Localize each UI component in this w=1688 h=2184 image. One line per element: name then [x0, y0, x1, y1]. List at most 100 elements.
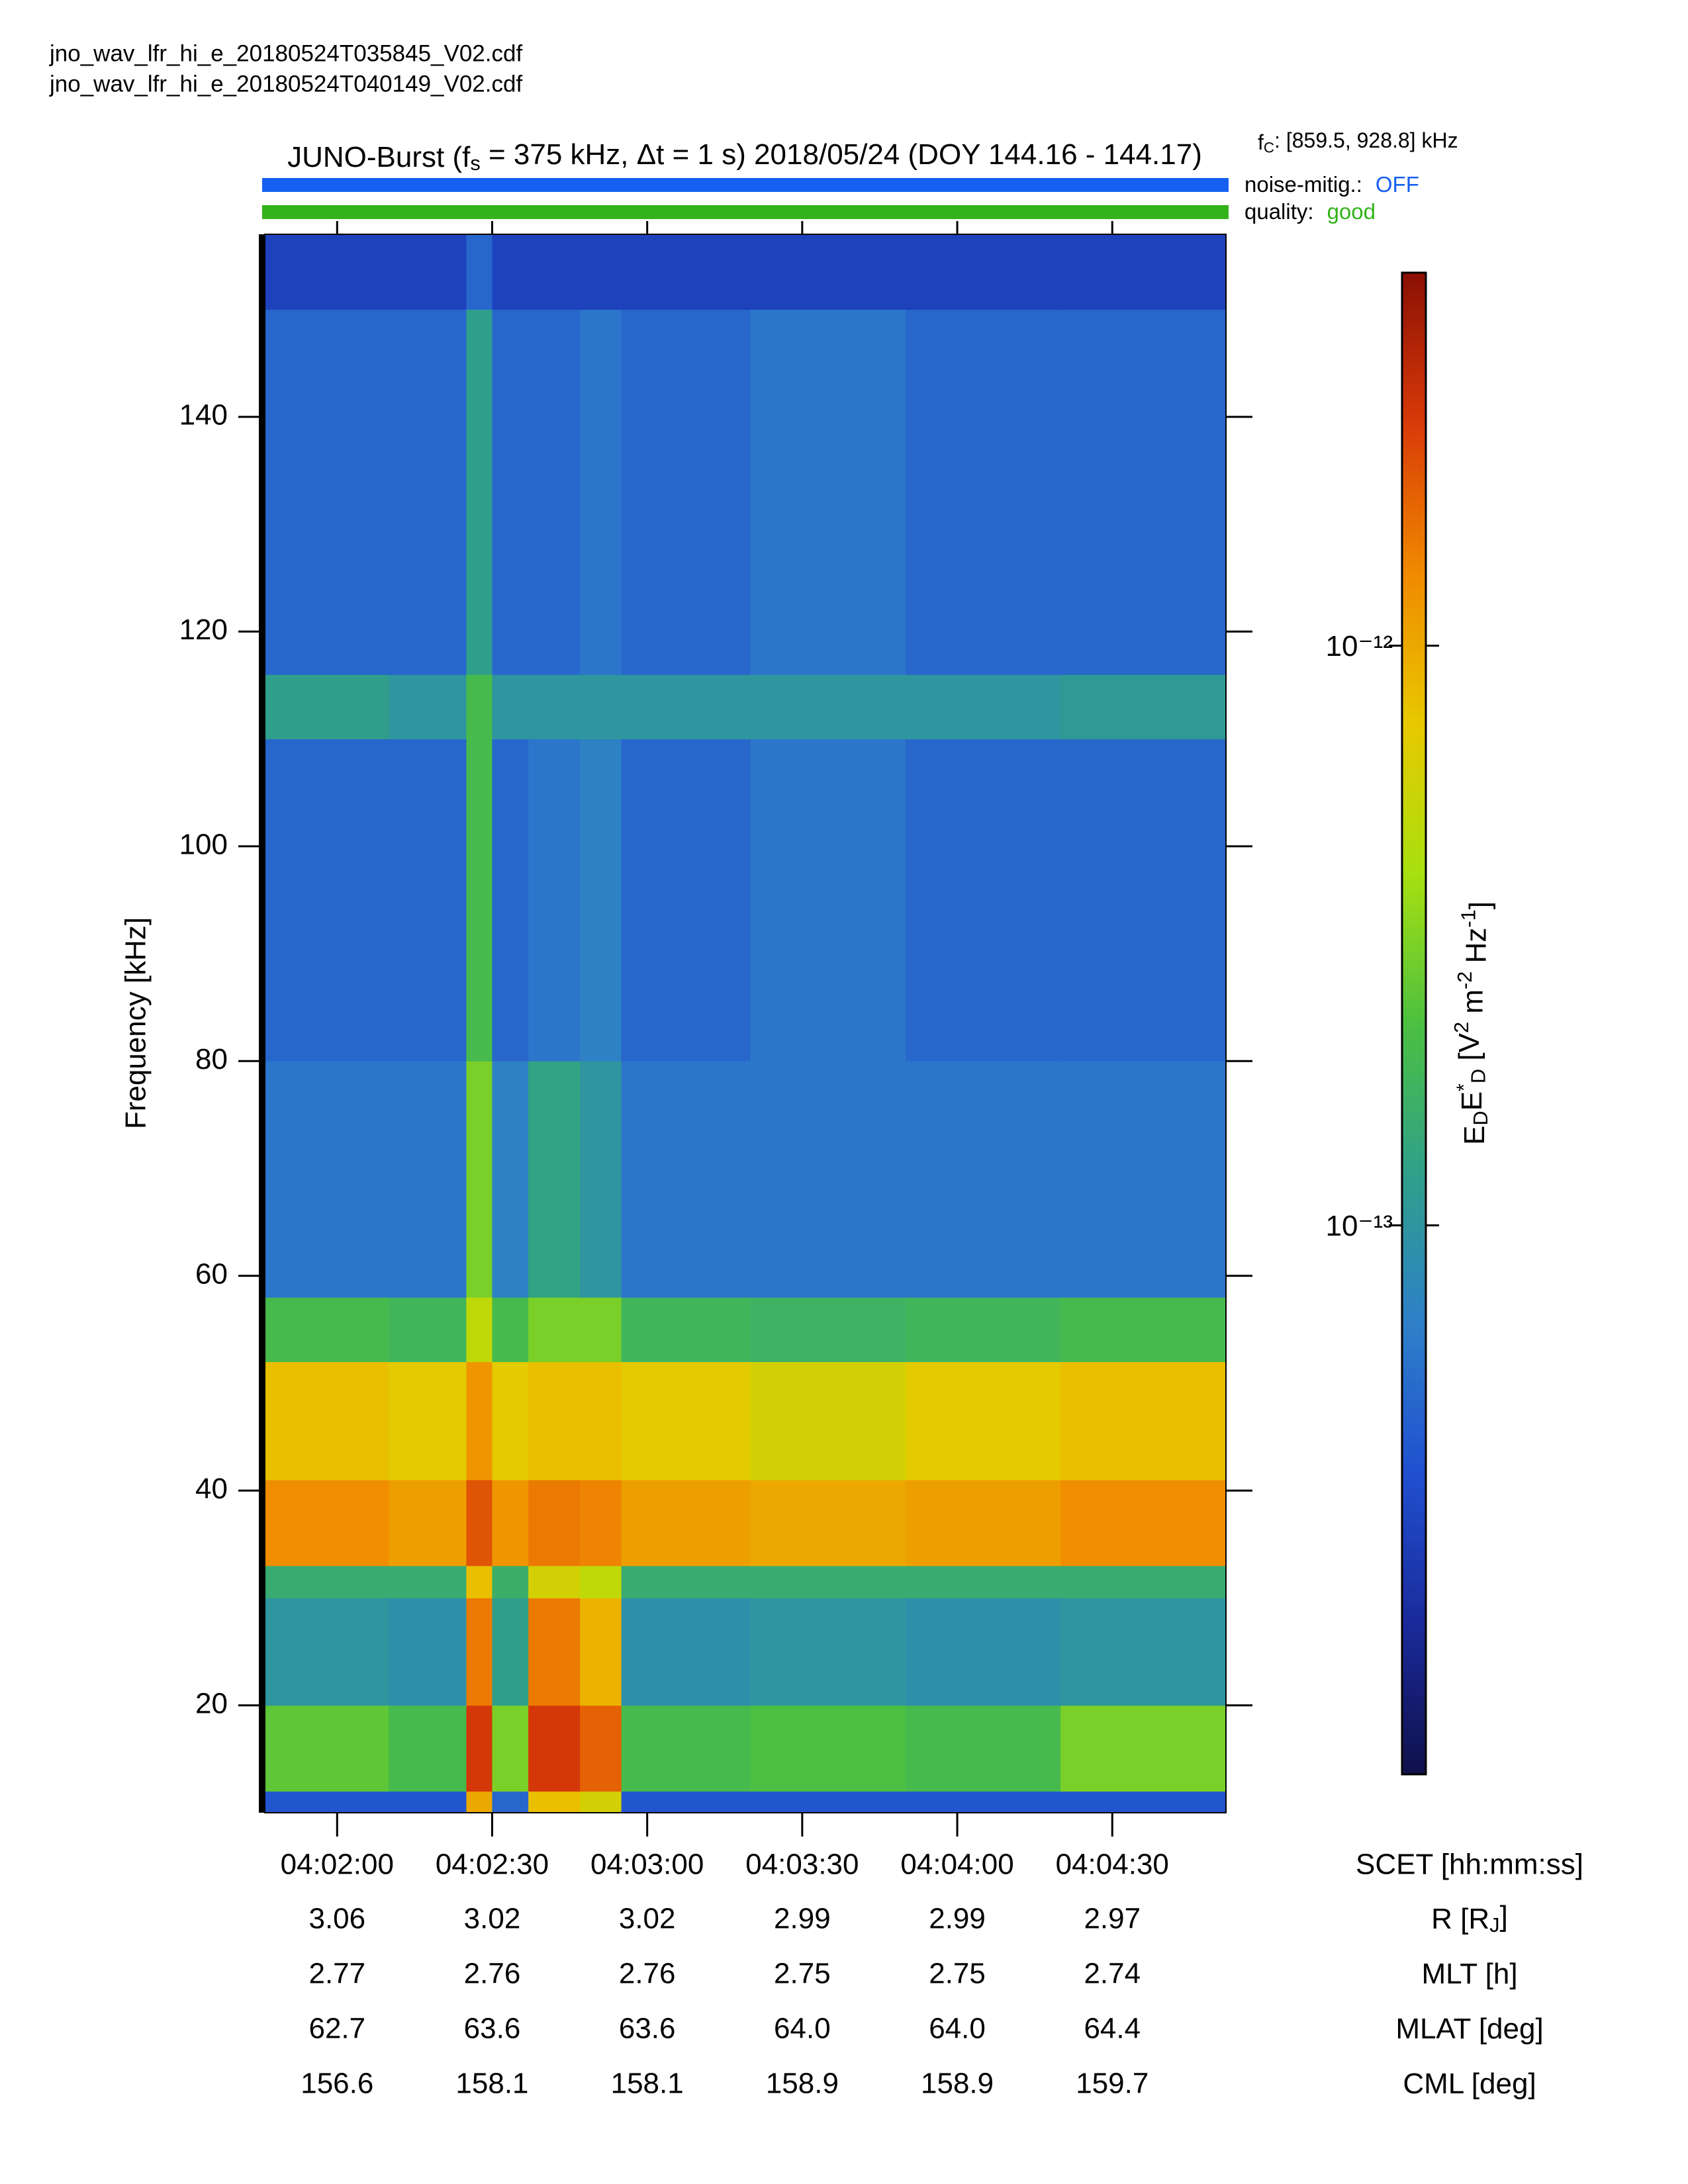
colorbar-tick-label: 10⁻¹² — [1326, 630, 1393, 662]
ephemeris-value: 2.76 — [619, 1958, 676, 1990]
status-value: OFF — [1376, 172, 1419, 197]
x-tick-label: 04:03:30 — [745, 1848, 859, 1881]
spectrogram-cell — [389, 1480, 467, 1567]
fc-label: fC: [859.5, 928.8] kHz — [1258, 129, 1458, 156]
ephemeris-value: 2.76 — [464, 1958, 521, 1990]
ephemeris-value: 3.06 — [308, 1903, 365, 1935]
ephemeris-value: 64.0 — [929, 2013, 986, 2045]
spectrogram-cell — [466, 309, 492, 675]
spectrogram-cell — [466, 1791, 492, 1813]
ephemeris-value: 156.6 — [301, 2068, 373, 2100]
text-part: s — [470, 152, 480, 175]
text-part: -2 — [1453, 972, 1476, 989]
spectrogram-cell — [528, 739, 581, 1062]
spectrogram-cell — [906, 1565, 1061, 1599]
ephemeris-value: 2.97 — [1084, 1903, 1141, 1935]
spectrogram-cell — [265, 1565, 389, 1599]
spectrogram-cell — [750, 1598, 906, 1706]
spectrogram-cell — [265, 1705, 389, 1792]
x-tick-label: 04:02:30 — [436, 1848, 549, 1881]
colorbar — [1401, 271, 1427, 1776]
spectrogram-cell — [265, 1598, 389, 1706]
spectrogram-cell — [750, 1705, 906, 1792]
spectrogram-cell — [466, 234, 492, 310]
text-part: f — [1258, 130, 1264, 154]
text-part: = 375 kHz, Δt = 1 s) 2018/05/24 (DOY 144… — [481, 138, 1202, 171]
spectrogram-cell — [906, 674, 1061, 740]
spectrogram-cell — [580, 674, 622, 740]
x-tick-label: 04:02:00 — [281, 1848, 394, 1881]
ephemeris-value: 158.9 — [921, 2068, 994, 2100]
status-text: noise-mitig.: OFF — [1244, 172, 1419, 197]
spectrogram-cell — [528, 309, 581, 675]
spectrogram-cell — [750, 1061, 906, 1298]
chart-title: JUNO-Burst (fs = 375 kHz, Δt = 1 s) 2018… — [287, 138, 1202, 175]
spectrogram-cell — [492, 674, 529, 740]
spectrogram-cell — [750, 309, 906, 675]
spectrogram-cell — [389, 1297, 467, 1363]
spectrogram-cell — [1060, 1791, 1227, 1813]
spectrogram-cell — [750, 1565, 906, 1599]
text-part: -1 — [1456, 909, 1479, 927]
spectrogram-cell — [528, 1480, 581, 1567]
spectrogram-cell — [906, 1791, 1061, 1813]
spectrogram-cell — [492, 1361, 529, 1480]
spectrogram-cell — [906, 1297, 1061, 1363]
spectrogram-cell — [389, 674, 467, 740]
text-part: J — [1489, 1913, 1499, 1936]
text-part: * — [1452, 1083, 1476, 1091]
spectrogram-cell — [389, 1361, 467, 1480]
spectrogram-cell — [580, 1361, 622, 1480]
y-tick-label: 60 — [195, 1257, 228, 1290]
ephemeris-label: MLT [h] — [1421, 1958, 1517, 1990]
spectrogram-cell — [621, 1705, 751, 1792]
spectrogram-cell — [492, 1791, 529, 1813]
spectrogram-cell — [265, 309, 389, 675]
spectrogram-cell — [389, 1598, 467, 1706]
spectrogram-cell — [466, 1361, 492, 1480]
ephemeris-value: 2.99 — [774, 1903, 831, 1935]
spectrogram-cell — [528, 234, 581, 310]
spectrogram-cell — [580, 234, 622, 310]
spectrogram-cell — [389, 1705, 467, 1792]
spectrogram-cell — [389, 739, 467, 1062]
ephemeris-value: 159.7 — [1076, 2068, 1149, 2100]
spectrogram-cell — [1060, 1598, 1227, 1706]
spectrogram-cell — [466, 739, 492, 1062]
spectrogram-cell — [466, 1480, 492, 1567]
spectrogram-cell — [621, 674, 751, 740]
status-bar — [262, 205, 1229, 219]
spectrogram-cell — [1060, 1705, 1227, 1792]
spectrogram-cell — [492, 1705, 529, 1792]
spectrogram-cell — [621, 1361, 751, 1480]
spectrogram-cell — [750, 1791, 906, 1813]
spectrogram-cell — [492, 1480, 529, 1567]
spectrogram-cell — [580, 1297, 622, 1363]
text-part: JUNO-Burst (f — [287, 141, 471, 173]
spectrogram-cell — [621, 1598, 751, 1706]
spectrogram-cell — [492, 739, 529, 1062]
spectrogram-cell — [1060, 309, 1227, 675]
spectrogram-cell — [580, 1480, 622, 1567]
spectrogram-cell — [389, 1791, 467, 1813]
x-tick-label: 04:03:00 — [590, 1848, 704, 1881]
x-axis-label: SCET [hh:mm:ss] — [1356, 1848, 1583, 1881]
ephemeris-label: MLAT [deg] — [1395, 2013, 1543, 2045]
colorbar-tick-label: 10⁻¹³ — [1326, 1210, 1393, 1242]
text-part: D — [1469, 1111, 1492, 1125]
colorbar-label: EDE*D [V2 m-2 Hz-1] — [1450, 901, 1496, 1145]
spectrogram-cell — [265, 1361, 389, 1480]
spectrogram-cell — [750, 674, 906, 740]
text-part: D — [1466, 1069, 1489, 1083]
spectrogram-cell — [750, 1361, 906, 1480]
y-axis-label: Frequency [kHz] — [120, 917, 152, 1129]
ephemeris-label: CML [deg] — [1403, 2068, 1536, 2100]
spectrogram-cell — [906, 1705, 1061, 1792]
spectrogram-cell — [1060, 1565, 1227, 1599]
file-name: jno_wav_lfr_hi_e_20180524T035845_V02.cdf — [49, 40, 522, 66]
spectrogram-cell — [580, 1061, 622, 1298]
spectrogram-cell — [528, 674, 581, 740]
spectrogram-cell — [492, 234, 529, 310]
spectrogram-cell — [265, 1297, 389, 1363]
